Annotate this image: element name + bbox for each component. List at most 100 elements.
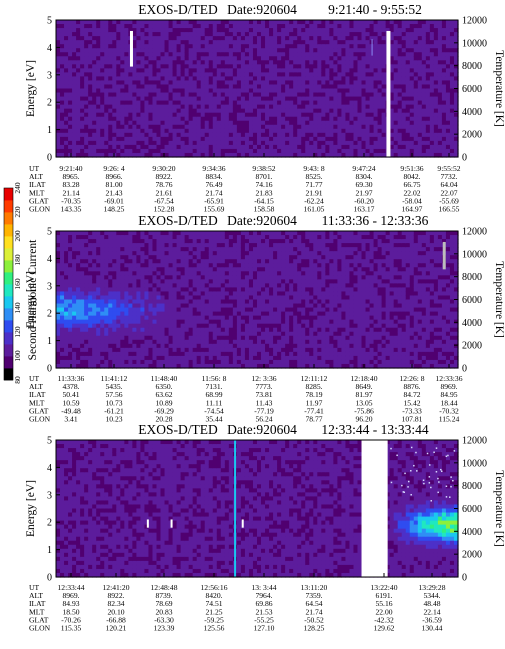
colorbar-segment <box>4 368 13 381</box>
orbit-cell: 4378. <box>62 382 79 391</box>
speckle <box>437 477 439 480</box>
orbit-cell: 18.44 <box>440 398 457 407</box>
orbit-cell: 74.16 <box>255 180 272 189</box>
orbit-cell: 8285. <box>305 382 322 391</box>
speckle <box>450 485 452 488</box>
orbit-cell: 22.02 <box>403 188 420 197</box>
orbit-cell: -73.33 <box>402 406 422 415</box>
orbit-cell: -58.04 <box>402 196 422 205</box>
white-streak <box>386 30 391 157</box>
colorbar-segment <box>4 200 13 213</box>
orbit-cell: 9:30:20 <box>152 164 175 173</box>
orbit-cell: 6350. <box>155 382 172 391</box>
orbit-cell: 9:47:24 <box>352 164 375 173</box>
orbit-cell: 8649. <box>355 382 372 391</box>
y2-tick-label: 4000 <box>462 318 482 329</box>
orbit-cell: 22.07 <box>440 188 457 197</box>
orbit-row-label: UT <box>29 374 39 383</box>
orbit-cell: -69.29 <box>154 406 174 415</box>
orbit-row-label: GLON <box>29 205 51 214</box>
speckle <box>401 484 403 487</box>
y2-tick-label: 12000 <box>462 436 487 447</box>
colorbar-tick-label: 160 <box>13 278 22 290</box>
orbit-cell: 155.69 <box>204 205 225 214</box>
speckle <box>445 455 448 458</box>
orbit-cell: 21.53 <box>255 607 272 616</box>
orbit-cell: 78.69 <box>155 599 172 608</box>
orbit-cell: 21.74 <box>205 188 222 197</box>
orbit-cell: 12:33:44 <box>57 583 84 592</box>
colorbar-segment <box>4 308 13 321</box>
orbit-cell: 78.76 <box>155 180 172 189</box>
speckle <box>396 454 398 457</box>
y-tick-label: 1 <box>47 545 52 556</box>
orbit-cell: 82.34 <box>107 599 124 608</box>
y2-tick-label: 8000 <box>462 61 482 72</box>
orbit-cell: -66.88 <box>106 615 126 624</box>
panel-title: EXOS-D/TED Date:920604 12:33:44 - 13:33:44 <box>138 422 429 437</box>
colorbar: 80 100 120 140 160 180 200 220 240 Second Harmoni… <box>3 182 39 384</box>
orbit-cell: 7732. <box>440 172 457 181</box>
y-tick-label: 3 <box>47 70 52 81</box>
speckle <box>416 470 418 472</box>
orbit-cell: 63.62 <box>155 390 172 399</box>
colorbar-segment <box>4 272 13 285</box>
orbit-cell: 73.81 <box>255 390 272 399</box>
heatmap-cells <box>56 231 459 369</box>
orbit-cell: 18.50 <box>62 607 79 616</box>
orbit-cell: 84.93 <box>62 599 79 608</box>
orbit-cell: 8969. <box>440 382 457 391</box>
orbit-cell: 127.10 <box>254 624 275 633</box>
orbit-cell: 7131. <box>205 382 222 391</box>
orbit-row-label: UT <box>29 164 39 173</box>
orbit-cell: -75.86 <box>354 406 374 415</box>
orbit-cell: 69.30 <box>355 180 372 189</box>
orbit-cell: 66.75 <box>403 180 420 189</box>
y-axis-label: Energy [eV] <box>25 480 37 537</box>
orbit-cell: -49.48 <box>61 406 81 415</box>
y-tick-label: 2 <box>47 309 52 320</box>
y2-axis-label: Temperature [K] <box>493 470 505 547</box>
speckle <box>449 496 451 498</box>
y2-axis-label: Temperature [K] <box>493 261 505 338</box>
colorbar-segment <box>4 212 13 225</box>
y-tick-label: 0 <box>47 573 52 584</box>
colorbar-frame <box>3 187 14 381</box>
orbit-cell: 13:29:28 <box>418 583 445 592</box>
cyan-line <box>234 440 237 577</box>
orbit-cell: 83.28 <box>62 180 79 189</box>
speckle <box>430 500 432 502</box>
orbit-cell: 7773. <box>255 382 272 391</box>
orbit-cell: 48.48 <box>423 599 440 608</box>
orbit-cell: 12:56:16 <box>200 583 227 592</box>
orbit-cell: 8834. <box>205 172 222 181</box>
y2-axis-label: Temperature [K] <box>493 50 505 127</box>
colorbar-segment <box>4 188 13 201</box>
time-range-label: 9:21:40 - 9:55:52 <box>328 2 422 17</box>
orbit-cell: 20.10 <box>107 607 124 616</box>
orbit-cell: 64.04 <box>440 180 457 189</box>
spectrogram-panel-3: 0 1 2 3 4 5 0 2000 4000 6000 8000 10000 12000 Energy … <box>25 422 505 633</box>
white-streak <box>170 519 173 528</box>
orbit-cell: 74.51 <box>205 599 222 608</box>
orbit-cell: 8739. <box>155 591 172 600</box>
orbit-row-label: MLT <box>29 188 45 197</box>
speckle <box>433 451 435 454</box>
colorbar-tick-label: 180 <box>13 254 22 266</box>
y-tick-label: 5 <box>47 436 52 447</box>
white-streak <box>146 519 149 528</box>
orbit-cell: 158.58 <box>254 205 275 214</box>
orbit-cell: 21.25 <box>205 607 222 616</box>
orbit-row-label: GLAT <box>29 615 49 624</box>
time-range-label: 12:33:44 - 13:33:44 <box>321 422 428 437</box>
orbit-cell: -77.41 <box>304 406 324 415</box>
orbit-cell: 5344. <box>423 591 440 600</box>
orbit-cell: 55.16 <box>375 599 392 608</box>
orbit-cell: -60.20 <box>354 196 374 205</box>
orbit-row-label: ALT <box>29 172 43 181</box>
orbit-cell: 8876. <box>403 382 420 391</box>
orbit-cell: 11:56: 8 <box>202 374 227 383</box>
colorbar-tick-label: 100 <box>13 350 22 362</box>
orbit-cell: 56.24 <box>255 415 272 424</box>
